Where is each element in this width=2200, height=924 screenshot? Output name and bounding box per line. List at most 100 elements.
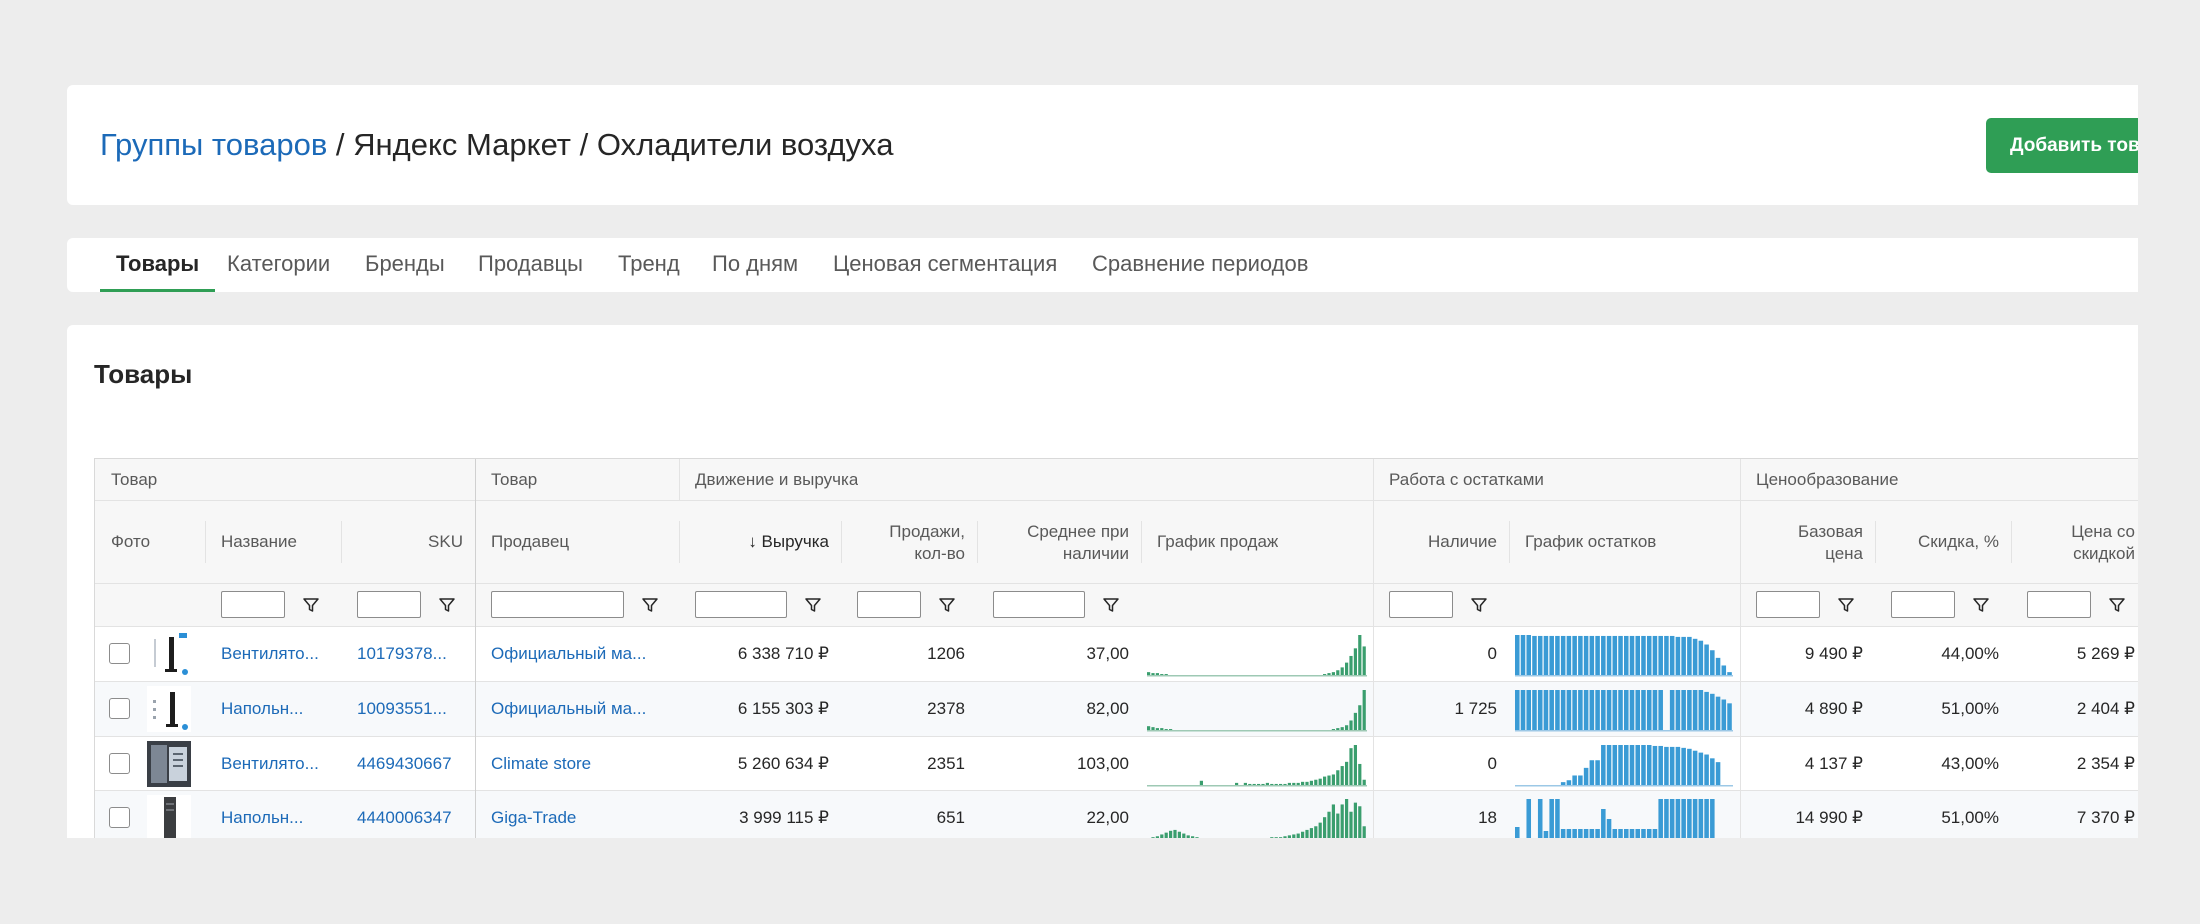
sparkline-bar: [1675, 799, 1681, 838]
tab-sellers[interactable]: Продавцы: [478, 251, 583, 276]
column-header-base-price[interactable]: Базовая цена: [1756, 521, 1863, 565]
column-header-discount[interactable]: Скидка, %: [1918, 532, 1999, 551]
column-header-sales-line1: Продажи,: [889, 522, 965, 541]
table-row[interactable]: [95, 627, 2138, 681]
column-header-discount-price-line2: скидкой: [2073, 544, 2135, 563]
stock-filter-input[interactable]: [1389, 591, 1453, 618]
sparkline-bar: [1652, 635, 1658, 675]
revenue-filter-input[interactable]: [695, 591, 787, 618]
sparkline-bar: [1583, 829, 1589, 838]
tab-brands[interactable]: Бренды: [365, 251, 445, 276]
sparkline-bar: [1345, 761, 1349, 785]
sales-value: 651: [936, 808, 965, 827]
sparkline-bar: [1155, 673, 1159, 675]
column-header-name[interactable]: Название: [221, 532, 297, 551]
product-sku-link[interactable]: 4469430667: [357, 754, 452, 773]
sparkline-bar: [1349, 720, 1353, 730]
sparkline-bar: [1287, 835, 1291, 838]
column-header-avg-line1: Среднее при: [1027, 522, 1129, 541]
seller-filter-input[interactable]: [491, 591, 624, 618]
sparkline-bar: [1578, 635, 1583, 675]
column-header-avg[interactable]: Среднее при наличии: [993, 521, 1129, 565]
sparkline-bar: [1323, 776, 1327, 785]
divider: [475, 459, 476, 838]
discount-price-value: 2 354 ₽: [2076, 754, 2135, 773]
sku-filter-input[interactable]: [357, 591, 421, 618]
sparkline-bar: [1618, 635, 1623, 675]
product-name-link[interactable]: Вентилято...: [221, 754, 319, 773]
column-header-seller[interactable]: Продавец: [491, 532, 570, 551]
sparkline-bar: [1543, 635, 1549, 675]
product-sku-link[interactable]: 4440006347: [357, 808, 452, 827]
breadcrumb-link-groups[interactable]: Группы товаров: [100, 127, 328, 162]
filter-icon[interactable]: [302, 596, 320, 614]
seller-link[interactable]: Официальный ма...: [491, 644, 647, 663]
discount-value: 43,00%: [1941, 754, 1999, 773]
product-thumbnail[interactable]: [147, 795, 191, 838]
product-sku-link[interactable]: 10093551...: [357, 699, 447, 718]
filter-icon[interactable]: [938, 596, 956, 614]
sales-filter-input[interactable]: [857, 591, 921, 618]
sales-sparkline: [1151, 799, 1366, 838]
row-checkbox[interactable]: [109, 753, 130, 774]
sparkline-bar: [1624, 635, 1629, 675]
divider: [341, 521, 342, 563]
table-row[interactable]: [95, 682, 2138, 736]
product-name-link[interactable]: Напольн...: [221, 808, 304, 827]
column-header-sales[interactable]: Продажи, кол-во: [857, 521, 965, 565]
filter-icon[interactable]: [438, 596, 456, 614]
sparkline-bar: [1349, 748, 1353, 785]
product-name-link[interactable]: Вентилято...: [221, 644, 319, 663]
sparkline-bar: [1362, 690, 1366, 730]
tab-by-days[interactable]: По дням: [712, 251, 799, 276]
sparkline-bar: [1301, 831, 1305, 838]
avg-filter-input[interactable]: [993, 591, 1085, 618]
discount-filter-input[interactable]: [1891, 591, 1955, 618]
product-thumbnail[interactable]: [147, 686, 191, 732]
tab-categories[interactable]: Категории: [227, 251, 331, 276]
filter-icon[interactable]: [804, 596, 822, 614]
filter-icon[interactable]: [1837, 596, 1855, 614]
seller-link[interactable]: Giga-Trade: [491, 808, 577, 827]
tab-price-segmentation[interactable]: Ценовая сегментация: [833, 251, 1058, 276]
discount-price-filter-input[interactable]: [2027, 591, 2091, 618]
sparkline-bar: [1566, 829, 1572, 838]
tab-products[interactable]: Товары: [100, 238, 216, 292]
sparkline-bar: [1555, 690, 1560, 730]
name-filter-input[interactable]: [221, 591, 285, 618]
filter-icon[interactable]: [1972, 596, 1990, 614]
tab-period-comparison[interactable]: Сравнение периодов: [1092, 251, 1309, 276]
column-header-revenue[interactable]: ↓ Выручка: [748, 532, 829, 551]
table-row[interactable]: [95, 737, 2138, 791]
filter-icon[interactable]: [1102, 596, 1120, 614]
product-thumbnail[interactable]: [147, 631, 191, 677]
add-product-button[interactable]: Добавить товар: [1986, 118, 2138, 173]
sparkline-bar: [1687, 799, 1692, 838]
product-thumbnail[interactable]: [147, 741, 191, 787]
product-name-link[interactable]: Напольн...: [221, 699, 304, 718]
seller-link[interactable]: Официальный ма...: [491, 699, 647, 718]
row-checkbox[interactable]: [109, 698, 130, 719]
sparkline-bar: [1252, 783, 1256, 785]
stock-value: 0: [1487, 754, 1497, 773]
sparkline-bar: [1169, 729, 1173, 730]
sparkline-bar: [1675, 636, 1681, 675]
column-header-discount-price[interactable]: Цена со скидкой: [2027, 521, 2135, 565]
tab-trend[interactable]: Тренд: [618, 251, 680, 276]
column-header-sku[interactable]: SKU: [428, 532, 463, 551]
product-sku-link[interactable]: 10179378...: [357, 644, 447, 663]
sparkline-bar: [1601, 809, 1606, 838]
base-price-filter-input[interactable]: [1756, 591, 1820, 618]
discount-price-value: 2 404 ₽: [2076, 699, 2135, 718]
filter-icon[interactable]: [1470, 596, 1488, 614]
seller-link[interactable]: Climate store: [491, 754, 592, 773]
row-checkbox[interactable]: [109, 643, 130, 664]
column-header-stock[interactable]: Наличие: [1428, 532, 1497, 551]
stock-sparkline: [1515, 635, 1733, 677]
row-checkbox[interactable]: [109, 807, 130, 828]
filter-icon[interactable]: [641, 596, 659, 614]
filter-icon[interactable]: [2108, 596, 2126, 614]
table-row[interactable]: [95, 791, 2138, 838]
group-header-movement: Движение и выручка: [695, 470, 859, 489]
sparkline-bar: [1560, 782, 1566, 785]
